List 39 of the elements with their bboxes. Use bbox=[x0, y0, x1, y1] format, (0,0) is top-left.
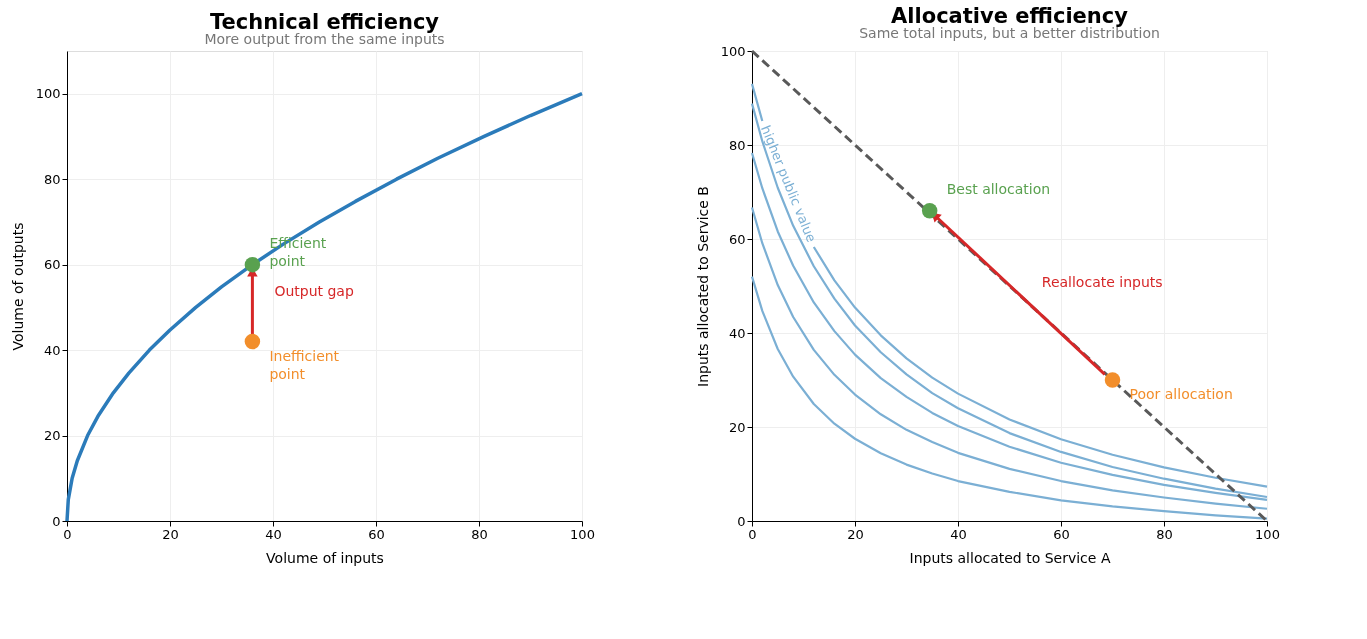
annotation: Inefficient point bbox=[269, 347, 340, 382]
x-tick-label: 80 bbox=[471, 526, 488, 542]
point bbox=[921, 203, 938, 219]
point bbox=[244, 333, 261, 350]
y-tick-label: 100 bbox=[720, 43, 746, 59]
annotation: Output gap bbox=[274, 282, 354, 299]
x-tick-label: 20 bbox=[847, 526, 864, 542]
chart-title: Allocative efficiency bbox=[891, 4, 1129, 28]
y-tick-label: 20 bbox=[728, 419, 746, 435]
y-tick-label: 100 bbox=[35, 86, 61, 102]
line-series bbox=[750, 206, 1269, 510]
y-tick-label: 20 bbox=[43, 428, 61, 444]
x-tick-label: 0 bbox=[748, 526, 757, 542]
annotation: Best allocation bbox=[946, 180, 1051, 197]
x-tick-label: 40 bbox=[950, 526, 967, 542]
y-axis-title: Volume of outputs bbox=[9, 222, 26, 351]
y-tick-label: 0 bbox=[737, 513, 746, 529]
x-axis-title: Volume of inputs bbox=[266, 549, 384, 566]
x-tick-label: 100 bbox=[1255, 526, 1280, 542]
x-tick-label: 60 bbox=[1053, 526, 1070, 542]
x-tick-label: 80 bbox=[1156, 526, 1173, 542]
annotation: Reallocate inputs bbox=[1041, 273, 1163, 290]
x-tick-label: 40 bbox=[265, 526, 282, 542]
chart-title: Technical efficiency bbox=[209, 10, 440, 34]
y-tick-label: 0 bbox=[52, 513, 61, 529]
y-tick-label: 40 bbox=[728, 325, 746, 341]
point bbox=[1104, 372, 1121, 388]
y-tick-label: 80 bbox=[43, 171, 61, 187]
y-tick-label: 60 bbox=[728, 231, 746, 247]
x-tick-label: 60 bbox=[368, 526, 385, 542]
y-axis-title: Inputs allocated to Service B bbox=[694, 186, 711, 387]
x-axis-title: Inputs allocated to Service A bbox=[909, 549, 1111, 566]
x-tick-label: 20 bbox=[162, 526, 179, 542]
y-tick-label: 80 bbox=[728, 137, 746, 153]
y-tick-label: 40 bbox=[43, 342, 61, 358]
annotation: Poor allocation bbox=[1129, 386, 1233, 402]
y-tick-label: 60 bbox=[43, 257, 61, 273]
x-tick-label: 100 bbox=[570, 526, 595, 542]
x-tick-label: 0 bbox=[63, 526, 72, 542]
